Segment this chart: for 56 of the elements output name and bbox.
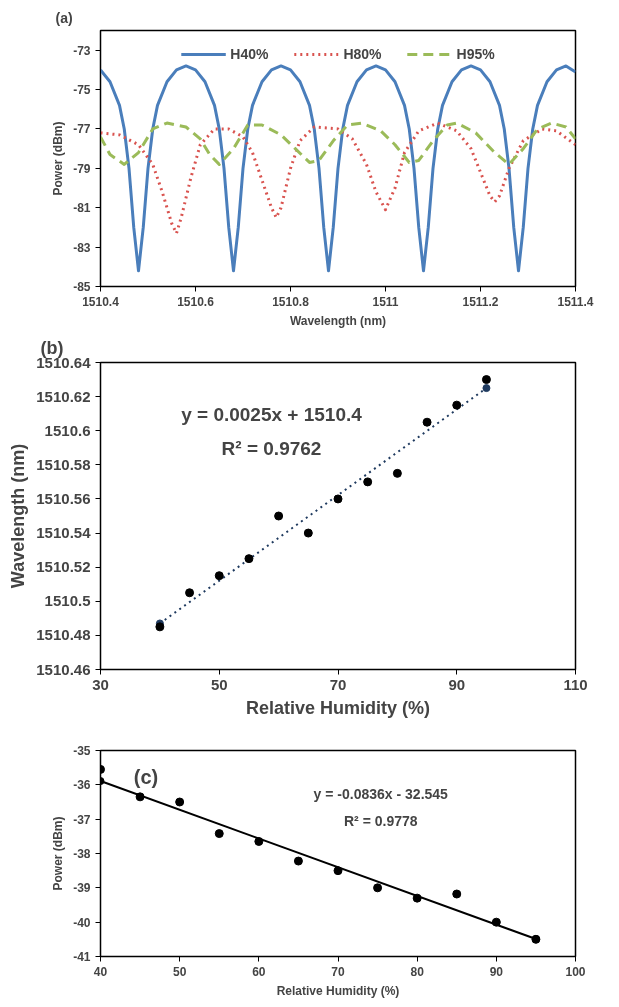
annotation: (c) bbox=[133, 766, 159, 789]
x-tick-label: 70 bbox=[329, 675, 347, 693]
x-tick-label: 60 bbox=[252, 964, 266, 979]
y-tick-label: -77 bbox=[73, 122, 91, 137]
x-tick-label: 50 bbox=[172, 964, 187, 979]
y-axis-title: Wavelength (nm) bbox=[8, 443, 29, 589]
x-tick-label: 30 bbox=[92, 675, 109, 693]
y-tick-label: -75 bbox=[73, 83, 91, 98]
x-tick-label: 1511.2 bbox=[462, 294, 499, 309]
x-tick-label: 90 bbox=[489, 964, 504, 979]
y-tick-label: 1510.62 bbox=[36, 387, 91, 405]
y-tick-label: 1510.58 bbox=[36, 455, 91, 473]
y-tick-label: -35 bbox=[73, 744, 91, 758]
y-axis-title: Power (dBm) bbox=[51, 816, 66, 891]
legend-label: H95% bbox=[456, 46, 495, 62]
x-axis-title: Relative Humidity (%) bbox=[276, 983, 400, 998]
y-tick-label: -37 bbox=[73, 812, 91, 827]
x-axis-title: Wavelength (nm) bbox=[289, 313, 387, 328]
x-tick-label: 90 bbox=[448, 675, 466, 693]
x-axis-title: Relative Humidity (%) bbox=[245, 697, 431, 718]
y-tick-label: -38 bbox=[73, 847, 91, 861]
y-tick-label: -83 bbox=[73, 240, 91, 255]
y-tick-label: 1510.56 bbox=[36, 489, 91, 507]
x-tick-label: 70 bbox=[331, 964, 345, 979]
x-tick-label: 1511 bbox=[372, 294, 399, 309]
x-tick-label: 110 bbox=[563, 675, 588, 693]
y-tick-label: -81 bbox=[73, 201, 91, 216]
y-tick-label: 1510.52 bbox=[36, 558, 91, 576]
y-tick-label: 1510.5 bbox=[44, 592, 91, 610]
y-tick-label: -39 bbox=[73, 881, 91, 896]
y-tick-label: -41 bbox=[73, 950, 91, 964]
x-tick-label: 1511.4 bbox=[557, 294, 594, 309]
y-tick-label: -85 bbox=[73, 280, 91, 294]
x-tick-label: 50 bbox=[210, 675, 228, 693]
y-tick-label: -40 bbox=[73, 915, 91, 930]
annotation: R² = 0.9762 bbox=[221, 437, 322, 459]
x-tick-label: 1510.8 bbox=[272, 294, 310, 309]
y-tick-label: 1510.48 bbox=[36, 626, 91, 644]
y-tick-label: 1510.6 bbox=[44, 421, 91, 439]
x-tick-label: 100 bbox=[565, 964, 586, 979]
y-tick-label: 1510.54 bbox=[36, 524, 92, 542]
x-tick-label: 80 bbox=[410, 964, 425, 979]
annotation: y = -0.0836x - 32.545 bbox=[313, 785, 449, 802]
legend-label: H80% bbox=[343, 46, 382, 62]
x-tick-label: 1510.4 bbox=[82, 294, 120, 309]
annotation: y = 0.0025x + 1510.4 bbox=[181, 404, 363, 426]
text: (a) bbox=[55, 9, 73, 26]
annotation: R² = 0.9778 bbox=[343, 812, 418, 829]
y-tick-label: 1510.46 bbox=[36, 660, 91, 678]
x-tick-label: 1510.6 bbox=[177, 294, 215, 309]
x-tick-label: 40 bbox=[93, 964, 108, 979]
y-axis-title: Power (dBm) bbox=[51, 121, 66, 196]
legend-label: H40% bbox=[230, 46, 269, 62]
y-tick-label: -79 bbox=[73, 161, 91, 176]
y-tick-label: -36 bbox=[73, 778, 91, 793]
y-tick-label: -73 bbox=[73, 43, 91, 58]
